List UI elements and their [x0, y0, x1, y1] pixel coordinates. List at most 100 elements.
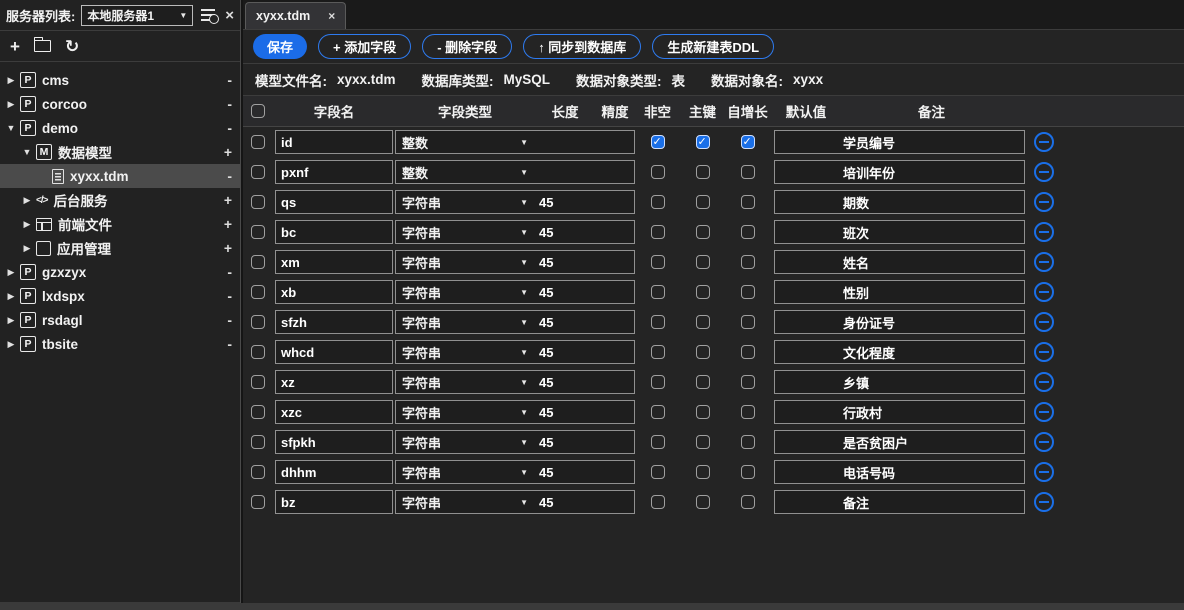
tree-expand-action[interactable]: +	[223, 216, 232, 232]
tree-collapse-action[interactable]: -	[227, 120, 232, 136]
tree-expand-action[interactable]: +	[223, 240, 232, 256]
remark-input[interactable]	[838, 281, 1024, 303]
chevron-right-icon[interactable]: ▶	[7, 98, 15, 109]
chevron-right-icon[interactable]: ▶	[7, 338, 15, 349]
primary-key-checkbox[interactable]	[695, 285, 710, 299]
tree-expand-action[interactable]: +	[223, 192, 232, 208]
auto-increment-checkbox[interactable]	[740, 345, 755, 359]
field-type-select[interactable]: 整数 ▼	[396, 161, 534, 183]
chevron-right-icon[interactable]: ▶	[23, 194, 31, 205]
tree-expand-action[interactable]: +	[223, 144, 232, 160]
chevron-right-icon[interactable]: ▶	[7, 314, 15, 325]
row-checkbox[interactable]	[251, 345, 265, 359]
remark-input[interactable]	[838, 431, 1024, 453]
chevron-down-icon[interactable]: ▼	[22, 147, 32, 157]
primary-key-checkbox[interactable]	[695, 135, 710, 149]
not-null-checkbox[interactable]	[650, 255, 665, 269]
delete-row-button[interactable]	[1034, 192, 1054, 212]
delete-row-button[interactable]	[1034, 132, 1054, 152]
primary-key-checkbox[interactable]	[695, 255, 710, 269]
row-checkbox[interactable]	[251, 405, 265, 419]
delete-row-button[interactable]	[1034, 252, 1054, 272]
add-server-button[interactable]: +	[10, 36, 20, 56]
tree-item-backend-service[interactable]: ▶ </> 后台服务 +	[0, 188, 240, 212]
not-null-checkbox[interactable]	[650, 435, 665, 449]
auto-increment-checkbox[interactable]	[740, 375, 755, 389]
remark-input[interactable]	[838, 161, 1024, 183]
length-input[interactable]	[534, 281, 594, 303]
tree-item-data-model[interactable]: ▼ M 数据模型 +	[0, 140, 240, 164]
field-type-select[interactable]: 字符串 ▼	[396, 491, 534, 513]
tree-item-xyxx-tdm[interactable]: xyxx.tdm -	[0, 164, 240, 188]
tree-item-app-management[interactable]: ▶ 应用管理 +	[0, 236, 240, 260]
primary-key-checkbox[interactable]	[695, 435, 710, 449]
tree-item-frontend-files[interactable]: ▶ 前端文件 +	[0, 212, 240, 236]
primary-key-checkbox[interactable]	[695, 225, 710, 239]
length-input[interactable]	[534, 311, 594, 333]
delete-row-button[interactable]	[1034, 222, 1054, 242]
precision-input[interactable]	[594, 371, 634, 393]
default-value-input[interactable]	[775, 221, 838, 243]
remark-input[interactable]	[838, 251, 1024, 273]
row-checkbox[interactable]	[251, 285, 265, 299]
auto-increment-checkbox[interactable]	[740, 435, 755, 449]
row-checkbox[interactable]	[251, 225, 265, 239]
primary-key-checkbox[interactable]	[695, 375, 710, 389]
precision-input[interactable]	[594, 431, 634, 453]
auto-increment-checkbox[interactable]	[740, 285, 755, 299]
row-checkbox[interactable]	[251, 375, 265, 389]
delete-row-button[interactable]	[1034, 312, 1054, 332]
not-null-checkbox[interactable]	[650, 405, 665, 419]
field-name-input[interactable]	[275, 400, 393, 424]
precision-input[interactable]	[594, 491, 634, 513]
length-input[interactable]	[534, 221, 594, 243]
tree-collapse-action[interactable]: -	[227, 336, 232, 352]
length-input[interactable]	[534, 461, 594, 483]
row-checkbox[interactable]	[251, 195, 265, 209]
field-type-select[interactable]: 字符串 ▼	[396, 401, 534, 423]
auto-increment-checkbox[interactable]	[740, 225, 755, 239]
field-type-select[interactable]: 字符串 ▼	[396, 461, 534, 483]
row-checkbox[interactable]	[251, 135, 265, 149]
delete-row-button[interactable]	[1034, 342, 1054, 362]
length-input[interactable]	[534, 431, 594, 453]
tree-collapse-action[interactable]: -	[227, 312, 232, 328]
refresh-button[interactable]: ↻	[64, 36, 80, 56]
tab-close-icon[interactable]: ×	[328, 9, 336, 23]
generate-ddl-button[interactable]: 生成新建表DDL	[652, 34, 775, 59]
field-name-input[interactable]	[275, 280, 393, 304]
tree-collapse-action[interactable]: -	[227, 72, 232, 88]
field-name-input[interactable]	[275, 220, 393, 244]
precision-input[interactable]	[594, 251, 634, 273]
tab-xyxx-tdm[interactable]: xyxx.tdm ×	[245, 2, 347, 29]
row-checkbox[interactable]	[251, 495, 265, 509]
not-null-checkbox[interactable]	[650, 165, 665, 179]
precision-input[interactable]	[594, 401, 634, 423]
field-name-input[interactable]	[275, 190, 393, 214]
auto-increment-checkbox[interactable]	[740, 405, 755, 419]
default-value-input[interactable]	[775, 401, 838, 423]
default-value-input[interactable]	[775, 341, 838, 363]
chevron-right-icon[interactable]: ▶	[23, 242, 31, 253]
field-name-input[interactable]	[275, 370, 393, 394]
delete-field-button[interactable]: - 删除字段	[422, 34, 513, 59]
precision-input[interactable]	[594, 161, 634, 183]
field-type-select[interactable]: 字符串 ▼	[396, 281, 534, 303]
default-value-input[interactable]	[775, 251, 838, 273]
delete-row-button[interactable]	[1034, 462, 1054, 482]
primary-key-checkbox[interactable]	[695, 165, 710, 179]
row-checkbox[interactable]	[251, 465, 265, 479]
field-name-input[interactable]	[275, 310, 393, 334]
delete-row-button[interactable]	[1034, 162, 1054, 182]
remark-input[interactable]	[838, 131, 1024, 153]
precision-input[interactable]	[594, 311, 634, 333]
not-null-checkbox[interactable]	[650, 495, 665, 509]
default-value-input[interactable]	[775, 281, 838, 303]
not-null-checkbox[interactable]	[650, 225, 665, 239]
remark-input[interactable]	[838, 221, 1024, 243]
remark-input[interactable]	[838, 461, 1024, 483]
